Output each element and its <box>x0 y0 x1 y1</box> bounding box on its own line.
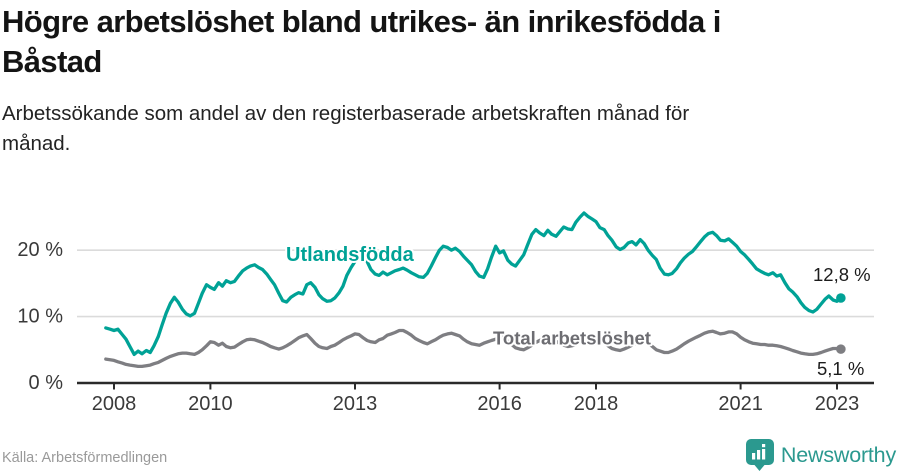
source-note: Källa: Arbetsförmedlingen <box>2 450 168 466</box>
title-line-1: Högre arbetslöshet bland utrikes- än inr… <box>2 4 721 39</box>
page-title: Högre arbetslöshet bland utrikes- än inr… <box>2 2 882 82</box>
newsworthy-bars-icon <box>745 439 774 471</box>
y-axis-label: 10 % <box>17 306 63 328</box>
series-label-1: Total arbetslöshet <box>493 328 651 349</box>
y-axis-label: 0 % <box>29 372 64 394</box>
x-axis-label: 2013 <box>333 393 378 415</box>
x-axis-label: 2010 <box>188 393 233 415</box>
x-axis-label: 2021 <box>718 393 763 415</box>
series-line-0 <box>104 211 843 357</box>
series-end-dot-0 <box>836 293 846 303</box>
y-axis-label: 20 % <box>17 239 63 261</box>
series-line-1 <box>104 328 843 369</box>
title-line-2: Båstad <box>2 44 102 79</box>
newsworthy-logo: Newsworthy <box>745 439 896 471</box>
x-axis-label: 2023 <box>815 393 860 415</box>
x-axis-label: 2018 <box>574 393 619 415</box>
line-chart: 20 % 10 % 0 % 2008 2010 2013 2016 2018 2021 2023 U… <box>17 211 874 415</box>
subtitle-line-2: månad. <box>2 132 71 155</box>
end-value-label-0: 12,8 % <box>813 264 871 285</box>
x-axis-label: 2008 <box>92 393 137 415</box>
newsworthy-wordmark: Newsworthy <box>780 442 896 467</box>
subtitle-line-1: Arbetssökande som andel av den registerb… <box>2 102 690 125</box>
series-end-dot-1 <box>836 344 846 354</box>
x-axis-label: 2016 <box>477 393 522 415</box>
chart-subtitle: Arbetssökande som andel av den registerb… <box>2 99 882 159</box>
end-value-label-1: 5,1 % <box>817 358 864 379</box>
series-label-0: Utlandsfödda <box>286 244 415 266</box>
